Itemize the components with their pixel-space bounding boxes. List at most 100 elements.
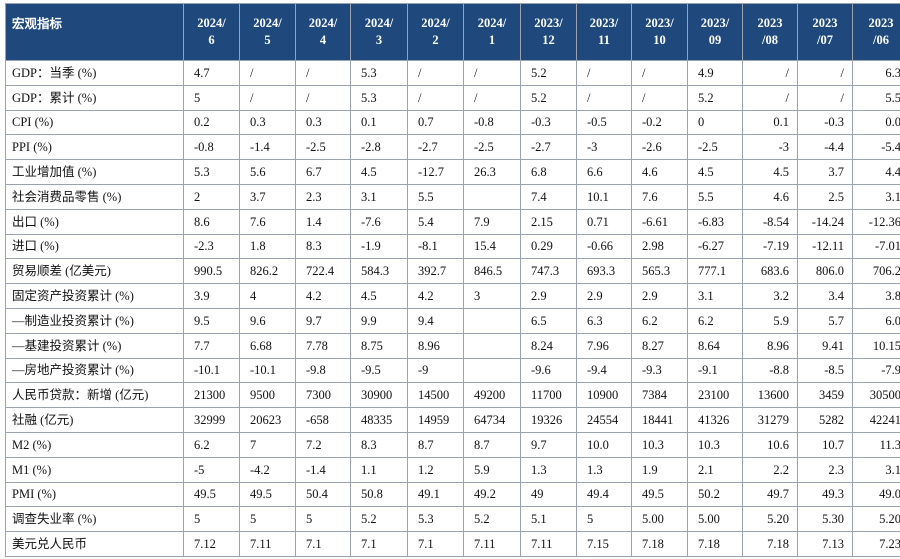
table-cell: 7.7 bbox=[183, 332, 240, 359]
corner-header: 宏观指标 bbox=[5, 3, 184, 61]
table-cell: 5 bbox=[576, 506, 632, 533]
table-cell: 7.11 bbox=[463, 531, 521, 557]
table-cell: -8.54 bbox=[742, 208, 798, 235]
table-cell: 18441 bbox=[631, 407, 688, 433]
table-cell: 8.96 bbox=[742, 332, 798, 359]
table-cell: 3.2 bbox=[742, 283, 798, 309]
table-cell: / bbox=[797, 84, 853, 111]
table-cell: 6.0 bbox=[852, 307, 900, 334]
row-label: 社融 (亿元) bbox=[5, 407, 184, 433]
table-cell: 49 bbox=[520, 481, 577, 508]
table-cell: / bbox=[797, 60, 853, 86]
table-cell: 7.4 bbox=[520, 183, 577, 210]
table-cell: 2.15 bbox=[520, 208, 577, 235]
table-cell: / bbox=[463, 60, 521, 86]
table-cell: -6.27 bbox=[687, 233, 743, 260]
table-cell: -8.1 bbox=[407, 233, 464, 260]
row-label: 调查失业率 (%) bbox=[5, 506, 184, 533]
table-cell: 565.3 bbox=[631, 258, 688, 285]
row-label: CPI (%) bbox=[5, 109, 184, 136]
table-cell: -5.4 bbox=[852, 134, 900, 161]
table-cell: 2.9 bbox=[631, 283, 688, 309]
table-cell: 11700 bbox=[520, 382, 577, 409]
table-cell: 5.5 bbox=[407, 183, 464, 210]
table-cell: 8.3 bbox=[295, 233, 351, 260]
row-label: M2 (%) bbox=[5, 431, 184, 458]
table-cell: 4.5 bbox=[742, 159, 798, 185]
column-header-line1: 2024/ bbox=[197, 16, 226, 30]
table-row: 进口 (%) -2.3 1.8 8.3 -1.9 -8.1 15.4 0.29 -0.66 2.9… bbox=[5, 233, 900, 260]
table-cell: 8.7 bbox=[463, 431, 521, 458]
table-cell: 2.98 bbox=[631, 233, 688, 260]
table-row: PMI (%) 49.5 49.5 50.4 50.8 49.1 49.2 49 49.4 49.… bbox=[5, 481, 900, 508]
table-cell: 1.3 bbox=[520, 456, 577, 483]
table-cell: 990.5 bbox=[183, 258, 240, 285]
table-cell: -9.6 bbox=[520, 357, 577, 384]
table-cell: 2.5 bbox=[797, 183, 853, 210]
table-cell: / bbox=[742, 60, 798, 86]
column-header: 2024/1 bbox=[463, 3, 521, 61]
table-cell: 1.4 bbox=[295, 208, 351, 235]
table-cell: 6.2 bbox=[183, 431, 240, 458]
table-cell: 3.1 bbox=[852, 456, 900, 483]
table-cell: -12.36 bbox=[852, 208, 900, 235]
table-cell: 693.3 bbox=[576, 258, 632, 285]
table-cell: -9.1 bbox=[687, 357, 743, 384]
table-cell: -2.8 bbox=[350, 134, 408, 161]
table-cell: -7.19 bbox=[742, 233, 798, 260]
column-header: 2024/4 bbox=[295, 3, 351, 61]
table-cell: 7.18 bbox=[631, 531, 688, 557]
column-header-line1: 2024/ bbox=[253, 16, 282, 30]
table-cell: -9.3 bbox=[631, 357, 688, 384]
table-cell: 747.3 bbox=[520, 258, 577, 285]
table-cell: -0.3 bbox=[797, 109, 853, 136]
table-cell: 49.3 bbox=[797, 481, 853, 508]
table-cell: -14.24 bbox=[797, 208, 853, 235]
table-cell: 20623 bbox=[239, 407, 296, 433]
table-cell: / bbox=[295, 60, 351, 86]
table-cell: 49.7 bbox=[742, 481, 798, 508]
row-label: —基建投资累计 (%) bbox=[5, 332, 184, 359]
table-cell: -5 bbox=[183, 456, 240, 483]
table-cell: 2.9 bbox=[520, 283, 577, 309]
table-cell: 9.7 bbox=[295, 307, 351, 334]
table-row: M1 (%) -5 -4.2 -1.4 1.1 1.2 5.9 1.3 1.3 1.9 2.1 2.2… bbox=[5, 456, 900, 483]
column-header-line2: 11 bbox=[598, 33, 610, 47]
table-cell: 4.5 bbox=[350, 159, 408, 185]
row-label: M1 (%) bbox=[5, 456, 184, 483]
table-row: GDP：当季 (%) 4.7//5.3//5.2//4.9//6.3 bbox=[5, 60, 900, 86]
table-cell: 5 bbox=[183, 84, 240, 111]
macro-indicators-table: 宏观指标 2024/6 2024/5 2024/4 2024/3 2024/2 2024/… bbox=[5, 3, 900, 557]
column-header-line1: 2023 bbox=[868, 16, 894, 30]
column-header-line1: 2024/ bbox=[477, 16, 507, 30]
table-cell: 8.75 bbox=[350, 332, 408, 359]
table-row: GDP：累计 (%) 5//5.3//5.2//5.2//5.5 bbox=[5, 84, 900, 111]
table-cell: / bbox=[239, 60, 296, 86]
table-cell: 13600 bbox=[742, 382, 798, 409]
table-cell: 2.9 bbox=[576, 283, 632, 309]
table-cell: 3.7 bbox=[239, 183, 296, 210]
column-header: 2023/06 bbox=[852, 3, 900, 61]
table-cell: / bbox=[239, 84, 296, 111]
table-cell: -6.83 bbox=[687, 208, 743, 235]
table-cell: -10.1 bbox=[239, 357, 296, 384]
table-cell: / bbox=[576, 84, 632, 111]
row-label: PMI (%) bbox=[5, 481, 184, 508]
table-cell: 49.5 bbox=[183, 481, 240, 508]
row-label: 社会消费品零售 (%) bbox=[5, 183, 184, 210]
table-cell: -6.61 bbox=[631, 208, 688, 235]
table-cell: 5.00 bbox=[687, 506, 743, 533]
table-cell: 41326 bbox=[687, 407, 743, 433]
table-cell: -9.5 bbox=[350, 357, 408, 384]
column-header: 2024/5 bbox=[239, 3, 296, 61]
table-cell: 8.6 bbox=[183, 208, 240, 235]
column-header-line1: 2023/ bbox=[589, 16, 619, 30]
table-row: PPI (%) -0.8 -1.4 -2.5 -2.8 -2.7 -2.5 -2.7 -3 -2.… bbox=[5, 134, 900, 161]
table-cell: 64734 bbox=[463, 407, 521, 433]
row-label: GDP：累计 (%) bbox=[5, 84, 184, 111]
table-cell: -2.5 bbox=[687, 134, 743, 161]
table-cell: -0.8 bbox=[463, 109, 521, 136]
table-cell: 5.4 bbox=[407, 208, 464, 235]
table-cell: 8.27 bbox=[631, 332, 688, 359]
table-cell: 5 bbox=[239, 506, 296, 533]
